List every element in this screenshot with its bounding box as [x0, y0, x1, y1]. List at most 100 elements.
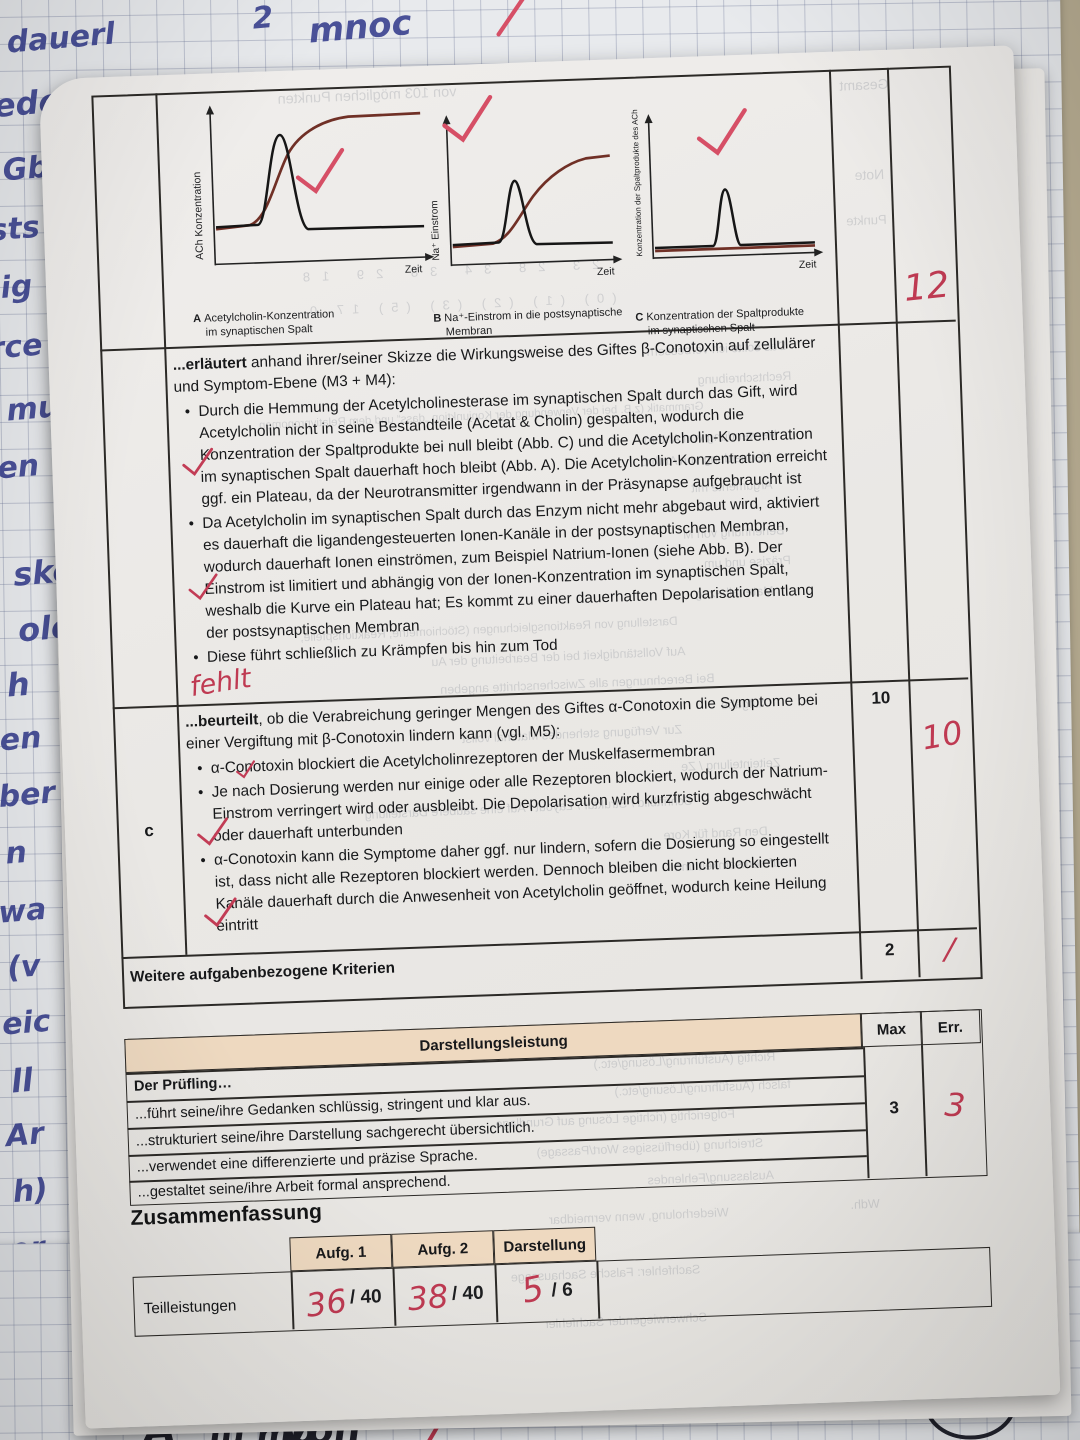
checkmark-icon [185, 570, 222, 603]
x-axis-arrow [613, 255, 623, 264]
check-stroke [188, 573, 218, 601]
column-header-max: Max [859, 1011, 923, 1048]
check-stroke [182, 447, 214, 477]
checkmark-icon [690, 104, 756, 162]
x-axis-arrow [814, 248, 824, 257]
exam-sheet: Gesamt Note Punkte von 103 möglichen Pun… [38, 45, 1061, 1429]
earned-score-handwritten: 5 [517, 1268, 548, 1312]
handwriting-fragment: ig [0, 268, 34, 307]
max-score-printed: / 40 [451, 1282, 484, 1305]
y-axis [209, 111, 217, 266]
row-label-c: c [143, 820, 155, 841]
earned-score-handwritten: 36 [303, 1281, 349, 1325]
summary-row-label: Teilleistungen [143, 1297, 237, 1318]
check-stroke [204, 897, 237, 928]
checkmark-icon [234, 759, 258, 780]
score-graphs-handwritten: 12 [901, 264, 952, 310]
handwriting-fragment: 2 [250, 0, 275, 37]
check-stroke [442, 94, 493, 143]
summary-col-darstellung: Darstellung [493, 1226, 597, 1265]
y-axis-label: Na⁺ Einstrom [429, 200, 442, 261]
y-axis [445, 121, 453, 267]
section-b-content: ...erläutert anhand ihrer/seiner Skizze … [172, 332, 843, 670]
checkmark-icon [179, 444, 218, 480]
list-item: • Da Acetylcholin im synaptischen Spalt d… [178, 491, 842, 646]
y-axis-arrow [644, 114, 653, 124]
handwriting-fragment: ll [9, 1060, 35, 1101]
summary-score-aufg1: 36 / 40 [292, 1268, 394, 1329]
lead-bold: ...erläutert [172, 354, 248, 374]
y-axis-arrow [442, 115, 451, 125]
handwriting-fragment: en [0, 719, 43, 759]
earned-score-handwritten: 38 [405, 1276, 450, 1319]
handwriting-fragment: h) [11, 1172, 50, 1211]
handwriting-fragment: en [0, 447, 41, 487]
chart-b-sketch: Na⁺ Einstrom Zeit [429, 115, 623, 278]
y-axis-label: ACh Konzentration [191, 171, 206, 260]
max-points-c: 10 [871, 688, 891, 708]
chart-letter: B [433, 312, 442, 325]
check-stroke [236, 760, 255, 779]
score-darstellung-handwritten: 3 [943, 1085, 967, 1125]
handwriting-fragment: eic [0, 1003, 52, 1043]
x-axis [653, 251, 820, 259]
x-axis-label: Zeit [405, 263, 423, 276]
max-score-printed: / 6 [551, 1279, 574, 1302]
handwriting-fragment: ber [0, 775, 57, 815]
check-stroke [197, 817, 228, 846]
summary-col-aufg1: Aufg. 1 [289, 1233, 393, 1272]
checkmark-icon [482, 0, 535, 42]
normal-curve [452, 179, 613, 247]
checkmark-icon [194, 814, 233, 850]
section-c-content: ...beurteilt, ob die Verabreichung gerin… [185, 689, 853, 939]
y-axis [647, 120, 655, 260]
normal-curve [654, 188, 815, 250]
chart-letter: A [192, 312, 202, 326]
handwriting-fragment: h [5, 664, 32, 705]
handwriting-fragment: mnoc [306, 2, 414, 52]
handwriting-fragment: sts [0, 209, 42, 249]
lead-bold: ...beurteilt [184, 711, 259, 731]
check-stroke [295, 147, 345, 195]
bullet-text: Durch die Hemmung der Acetylcholinestera… [198, 382, 828, 509]
handwriting-fragment: n [3, 834, 29, 872]
summary-score-darstellung: 5 / 6 [496, 1261, 598, 1322]
caption-line: im synaptischen Spalt [205, 323, 313, 340]
y-axis-label: Konzentration der Spaltprodukte des ACh [630, 109, 644, 256]
max-points-criteria: 2 [884, 940, 895, 960]
handwriting-fragment: wa [0, 891, 48, 931]
handwriting-fragment: rce [0, 327, 44, 367]
x-axis [451, 258, 619, 266]
bullet-text: Da Acetylcholin im synaptischen Spalt du… [202, 493, 820, 643]
checkmark-icon [435, 91, 501, 149]
bullet-dot: • [196, 760, 203, 778]
bullet-dot: • [193, 649, 199, 667]
max-score-printed: / 40 [349, 1286, 383, 1309]
summary-col-aufg2: Aufg. 2 [391, 1230, 495, 1268]
score-criteria-handwritten: / [943, 931, 956, 968]
bleed-through-text: Wiederholung, wenn vermeidbar [548, 1205, 729, 1228]
chart-letter: C [635, 311, 644, 324]
y-axis-arrow [206, 105, 215, 115]
list-item: • Durch die Hemmung der Acetylcholinester… [174, 379, 837, 512]
column-header-err: Err. [919, 1009, 981, 1046]
x-axis-label: Zeit [799, 258, 817, 271]
chart-a-sketch: ACh Konzentration Zeit [191, 105, 435, 276]
toxin-curve [452, 154, 610, 249]
bleed-through-text: Wdh. [850, 1196, 880, 1212]
checkmark-icon [200, 894, 241, 932]
toxin-curve [655, 244, 816, 253]
check-stroke [496, 0, 527, 37]
normal-curve [215, 133, 425, 231]
caption-line: Membran [445, 325, 493, 339]
summary-score-aufg2: 38 / 40 [394, 1264, 496, 1325]
chart-c-sketch: Konzentration der Spaltprodukte des ACh … [630, 109, 824, 271]
max-points-darstellung: 3 [889, 1098, 900, 1118]
checkmark-icon [289, 144, 353, 200]
x-axis [215, 256, 431, 266]
notebook-page-under: 2 mnoc dauerl eden Gb sts ig rce mu en s… [0, 0, 1080, 1314]
handwriting-fragment: dauerl [5, 16, 117, 61]
x-axis-label: Zeit [597, 265, 615, 278]
check-stroke [696, 108, 747, 156]
